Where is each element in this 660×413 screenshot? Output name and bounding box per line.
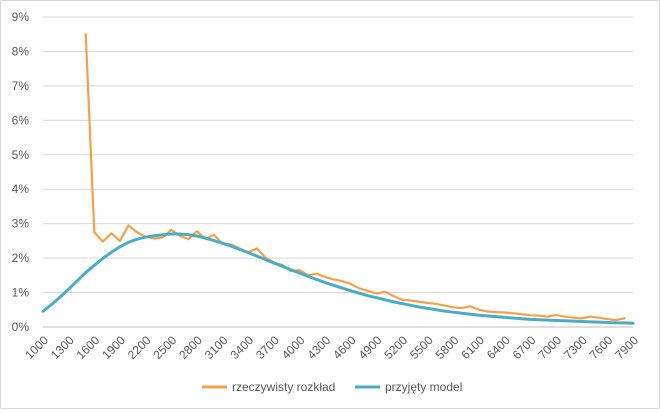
y-tick-label: 0%: [12, 320, 30, 334]
y-tick-label: 5%: [12, 148, 30, 162]
x-tick-label: 6100: [458, 333, 487, 362]
y-tick-label: 2%: [12, 251, 30, 265]
x-tick-label: 1600: [74, 333, 103, 362]
x-tick-label: 5800: [433, 333, 462, 362]
x-tick-label: 2800: [176, 333, 205, 362]
y-tick-label: 3%: [12, 217, 30, 231]
x-tick-label: 4300: [304, 333, 333, 362]
x-tick-label: 7900: [612, 333, 641, 362]
x-tick-label: 7600: [587, 333, 616, 362]
x-tick-label: 4000: [279, 333, 308, 362]
series-line-2: [41, 232, 635, 325]
x-tick-label: 6400: [484, 333, 513, 362]
x-tick-label: 6700: [510, 333, 539, 362]
x-tick-label: 5500: [407, 333, 436, 362]
x-tick-label: 1900: [99, 333, 128, 362]
y-tick-label: 8%: [12, 44, 30, 58]
x-tick-label: 3100: [202, 333, 231, 362]
legend-label-1: rzeczywisty rozkład: [232, 380, 335, 394]
y-tick-label: 1%: [12, 286, 30, 300]
x-tick-label: 7300: [561, 333, 590, 362]
y-tick-label: 4%: [12, 182, 30, 196]
x-tick-label: 1000: [22, 333, 51, 362]
x-tick-label: 3700: [253, 333, 282, 362]
y-tick-label: 6%: [12, 113, 30, 127]
x-tick-label: 2200: [125, 333, 154, 362]
x-tick-label: 5200: [381, 333, 410, 362]
series-line-1: [84, 33, 626, 322]
x-tick-label: 4600: [330, 333, 359, 362]
y-axis-ticks: 0% 1% 2% 3% 4% 5% 6% 7% 8% 9%: [12, 10, 30, 334]
y-tick-label: 7%: [12, 79, 30, 93]
x-tick-label: 7000: [535, 333, 564, 362]
x-tick-label: 2500: [151, 333, 180, 362]
x-axis-ticks: 1000130016001900220025002800310034003700…: [22, 333, 641, 362]
x-tick-label: 3400: [227, 333, 256, 362]
legend-label-2: przyjęty model: [385, 380, 462, 394]
legend: rzeczywisty rozkład przyjęty model: [202, 380, 462, 394]
series-lines: [41, 33, 635, 325]
gridlines: [43, 16, 633, 294]
y-tick-label: 9%: [12, 10, 30, 24]
x-tick-label: 1300: [48, 333, 77, 362]
x-tick-label: 4900: [356, 333, 385, 362]
